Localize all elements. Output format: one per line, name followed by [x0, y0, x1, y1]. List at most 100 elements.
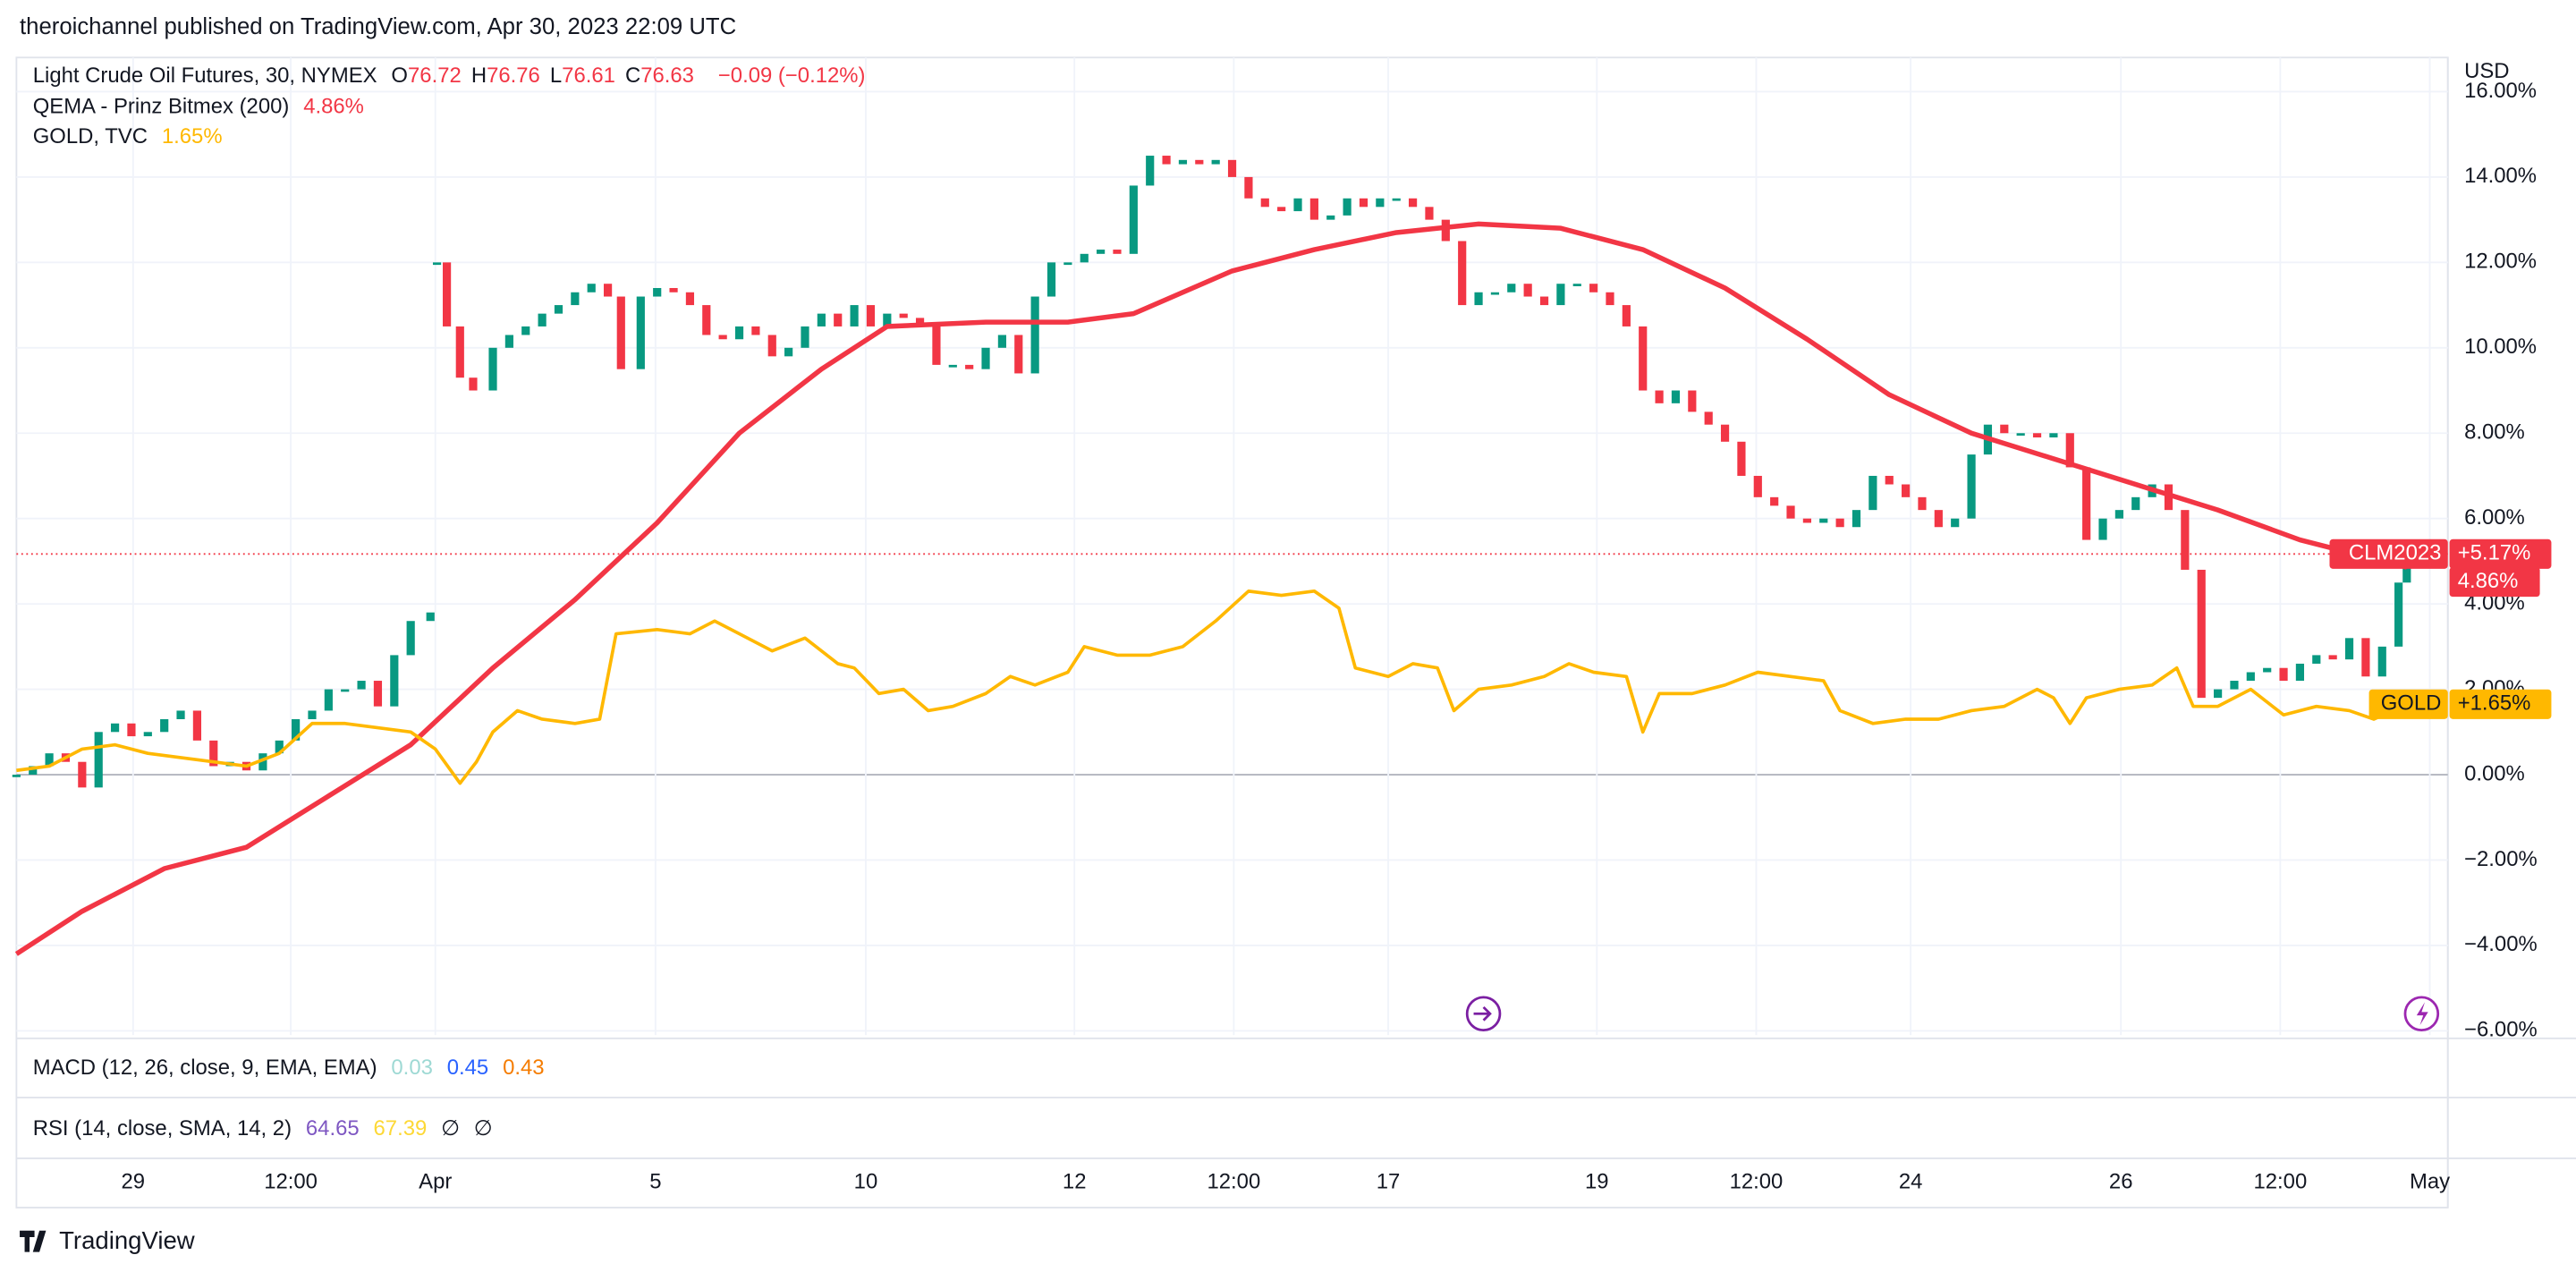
candle	[2312, 655, 2321, 664]
candle	[258, 753, 267, 771]
candle	[2246, 672, 2255, 682]
macd-value: 0.43	[503, 1055, 545, 1080]
candle	[1868, 475, 1877, 511]
candle	[1819, 518, 1828, 523]
candle	[209, 740, 218, 767]
price-label	[2449, 689, 2552, 719]
candle	[2361, 638, 2370, 677]
rsi-value: ∅	[441, 1115, 460, 1141]
candle	[78, 761, 87, 788]
candle	[2344, 638, 2354, 660]
y-tick-label: 8.00%	[2464, 420, 2525, 445]
candle	[2230, 681, 2239, 690]
candle	[292, 718, 301, 741]
candle	[734, 326, 744, 340]
y-tick-label: 10.00%	[2464, 335, 2537, 359]
candle	[1343, 198, 1352, 216]
candle	[1589, 284, 1598, 293]
candle	[2328, 655, 2337, 660]
candle	[1097, 250, 1106, 254]
indicator-name: RSI (14, close, SMA, 14, 2)	[32, 1115, 292, 1141]
candle	[275, 740, 284, 754]
ohlc-value: 76.63	[640, 62, 694, 88]
replay-arrow	[1473, 1005, 1492, 1022]
x-tick-label: 17	[1377, 1170, 1401, 1194]
bolt	[2416, 1002, 2428, 1026]
candle	[406, 621, 415, 656]
candle	[469, 377, 478, 391]
candle	[1408, 198, 1418, 208]
candle	[1080, 253, 1089, 263]
candle	[12, 775, 21, 777]
candle	[390, 655, 399, 707]
candle	[2049, 433, 2058, 438]
candle	[2114, 510, 2123, 519]
legend-name: Light Crude Oil Futures, 30, NYMEX	[32, 62, 377, 88]
candle	[2295, 663, 2305, 682]
x-tick-label: 12:00	[2254, 1170, 2308, 1194]
candle	[653, 287, 662, 297]
candle	[1260, 198, 1269, 208]
candle	[373, 681, 383, 707]
candle	[2082, 467, 2091, 540]
ohlc-label: L	[549, 62, 563, 88]
candle	[1688, 390, 1697, 412]
candle	[685, 292, 695, 306]
candle	[1392, 198, 1401, 201]
logo	[20, 1230, 47, 1252]
candle	[1441, 219, 1450, 242]
frame	[15, 56, 2449, 1208]
candle	[2065, 433, 2074, 468]
candle	[1802, 518, 1811, 523]
candle	[2032, 433, 2042, 438]
candle	[2279, 667, 2288, 682]
candle	[899, 313, 908, 318]
candle	[94, 732, 103, 788]
candle	[571, 292, 580, 306]
candle	[883, 313, 892, 326]
candle	[1556, 284, 1565, 306]
candle	[801, 326, 809, 348]
ohlc-label: C	[624, 62, 641, 88]
x-tick-label: 5	[649, 1170, 661, 1194]
candle	[587, 284, 596, 293]
candle	[1835, 518, 1844, 528]
macd-value: 0.45	[446, 1055, 489, 1080]
x-tick-label: 29	[122, 1170, 146, 1194]
y-tick-label: 16.00%	[2464, 79, 2537, 103]
candle	[866, 305, 876, 326]
candle	[603, 284, 613, 297]
candle	[2098, 518, 2107, 540]
legend-qema: QEMA - Prinz Bitmex (200) 4.86%	[33, 94, 372, 119]
legend-value: 1.65%	[161, 123, 223, 148]
brand: TradingView	[59, 1226, 195, 1254]
y-tick-label: 14.00%	[2464, 164, 2537, 188]
candle	[29, 766, 38, 776]
candle	[2377, 646, 2386, 677]
candle	[1113, 250, 1122, 254]
candle	[1622, 305, 1631, 326]
x-tick-label: 12:00	[264, 1170, 318, 1194]
candle	[1458, 241, 1467, 306]
candle	[1227, 159, 1237, 177]
price-label-text: +5.17%	[2458, 541, 2531, 565]
candle	[616, 296, 625, 369]
candle	[751, 326, 760, 335]
candle	[1704, 411, 1713, 425]
candle	[554, 305, 564, 314]
candle	[442, 262, 452, 326]
y-tick-label: −4.00%	[2464, 932, 2538, 956]
candle	[521, 326, 530, 335]
candle	[1885, 475, 1894, 485]
candle	[669, 287, 678, 293]
candle	[2181, 510, 2190, 570]
y-tick-label: 0.00%	[2464, 761, 2525, 785]
rsi-value: ∅	[473, 1115, 493, 1141]
candle	[2016, 433, 2025, 437]
ohlc-value: 76.72	[408, 62, 462, 88]
price-label-text: +1.65%	[2458, 691, 2531, 716]
candle	[784, 347, 793, 357]
candle	[1852, 510, 1861, 528]
